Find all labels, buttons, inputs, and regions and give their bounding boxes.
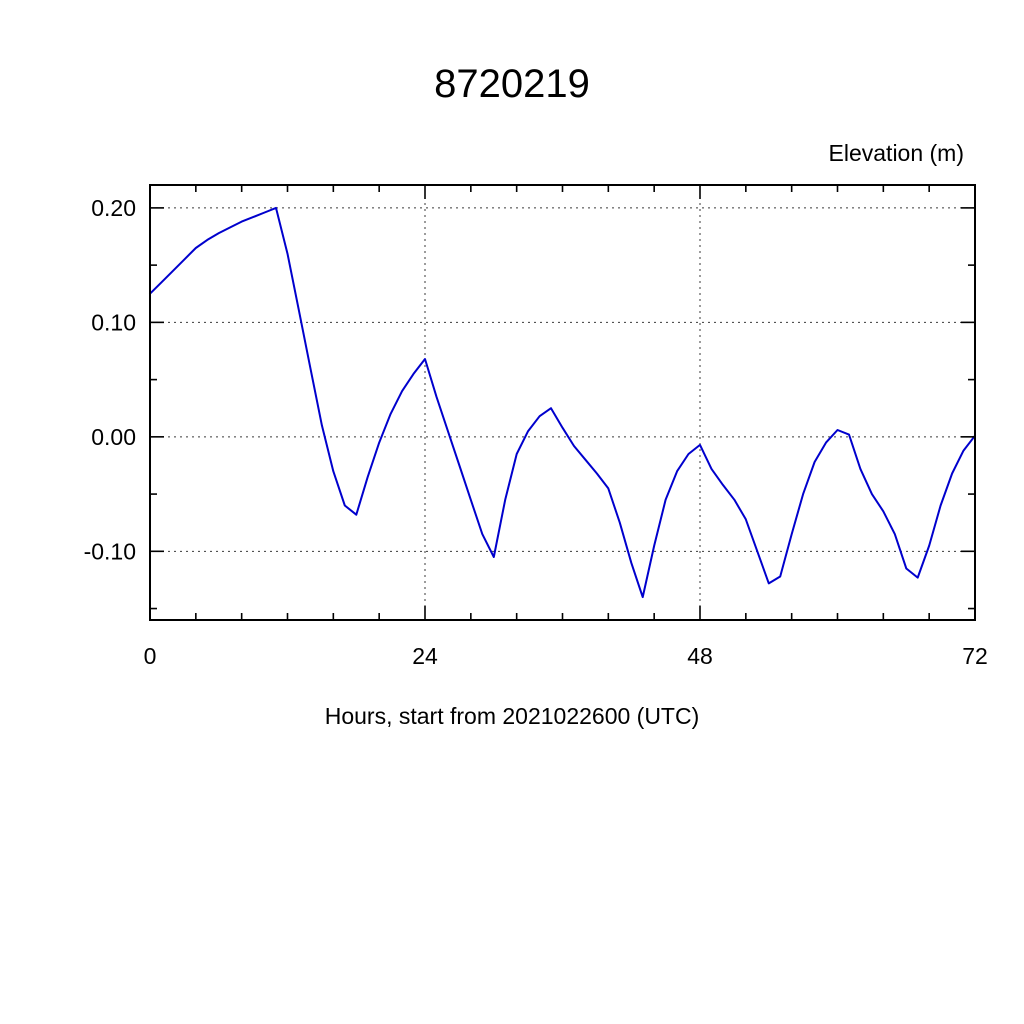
y-axis-label: Elevation (m)	[828, 140, 964, 166]
y-tick-label: 0.00	[91, 424, 136, 450]
x-axis-label: Hours, start from 2021022600 (UTC)	[324, 703, 700, 729]
x-tick-label: 0	[144, 643, 157, 669]
y-tick-label: -0.10	[84, 538, 136, 564]
elevation-line	[149, 206, 976, 599]
axes-box	[149, 184, 976, 621]
x-tick-label: 24	[412, 643, 438, 669]
chart-title: 8720219	[434, 62, 590, 106]
y-tick-label: 0.10	[91, 309, 136, 335]
x-tick-label: 72	[962, 643, 988, 669]
x-tick-label: 48	[687, 643, 713, 669]
y-tick-label: 0.20	[91, 195, 136, 221]
